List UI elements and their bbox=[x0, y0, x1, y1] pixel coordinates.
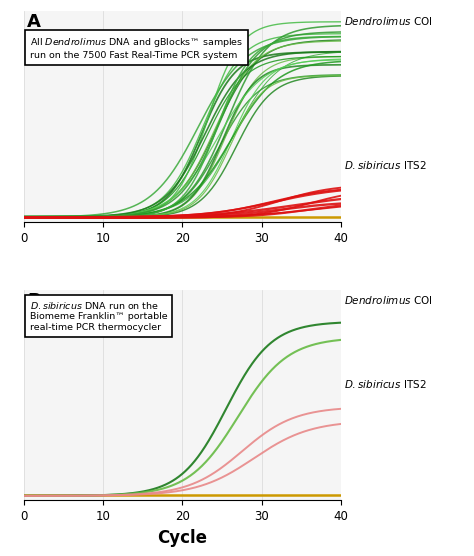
X-axis label: Cycle: Cycle bbox=[157, 529, 208, 547]
Text: $\it{Dendrolimus}$ COI: $\it{Dendrolimus}$ COI bbox=[345, 16, 433, 27]
Text: $\it{D. sibiricus}$ DNA run on the
Biomeme Franklin™ portable
real-time PCR ther: $\it{D. sibiricus}$ DNA run on the Biome… bbox=[30, 300, 168, 332]
Text: All $\it{Dendrolimus}$ DNA and gBlocks™ samples
run on the 7500 Fast Real-Time P: All $\it{Dendrolimus}$ DNA and gBlocks™ … bbox=[30, 37, 243, 60]
Text: B: B bbox=[27, 291, 40, 310]
Text: A: A bbox=[27, 13, 41, 31]
Text: $\it{D. sibiricus}$ ITS2: $\it{D. sibiricus}$ ITS2 bbox=[345, 159, 427, 171]
Text: $\it{Dendrolimus}$ COI: $\it{Dendrolimus}$ COI bbox=[345, 294, 433, 306]
Text: $\it{D. sibiricus}$ ITS2: $\it{D. sibiricus}$ ITS2 bbox=[345, 378, 427, 390]
